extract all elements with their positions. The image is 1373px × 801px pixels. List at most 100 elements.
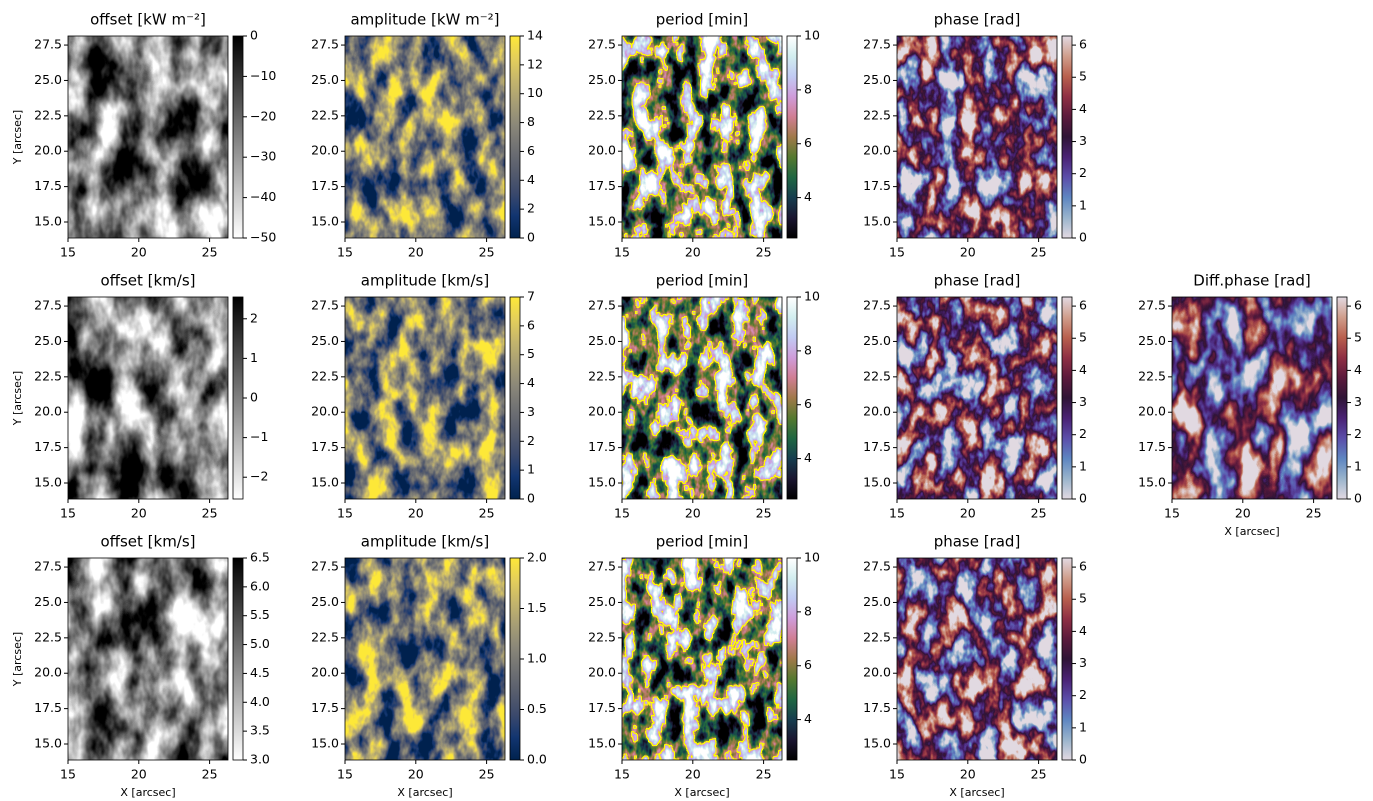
y-tick-label: 17.5 — [34, 439, 62, 454]
colorbar-tick-label: −50 — [250, 230, 276, 245]
heatmap-image — [68, 558, 228, 760]
y-tick-label: 25.0 — [34, 594, 62, 609]
colorbar-tick-label: 5 — [1079, 69, 1087, 84]
y-tick-label: 20.0 — [34, 665, 62, 680]
colorbar-tick-label: 5 — [1354, 330, 1362, 345]
x-tick-label: 25 — [202, 767, 218, 782]
x-tick-label: 25 — [756, 245, 772, 260]
colorbar-tick-label: 2 — [527, 201, 535, 216]
axes-frame — [67, 296, 229, 500]
y-tick-label: 25.0 — [311, 72, 339, 87]
x-tick-label: 25 — [479, 245, 495, 260]
colorbar-tick-label: −40 — [250, 189, 276, 204]
heatmap-image — [897, 558, 1057, 760]
y-tick-label: 25.0 — [863, 72, 891, 87]
x-tick-label: 20 — [131, 767, 147, 782]
x-tick-label: 15 — [60, 767, 76, 782]
x-tick-label: 25 — [1031, 506, 1047, 521]
panel-title: phase [rad] — [934, 272, 1021, 290]
y-tick-label: 22.5 — [311, 107, 339, 122]
colorbar — [1336, 296, 1348, 500]
y-tick-label: 27.5 — [34, 559, 62, 574]
colorbar-tick-label: 5 — [1079, 591, 1087, 606]
y-tick-label: 22.5 — [588, 368, 616, 383]
axes-frame — [344, 296, 506, 500]
colorbar-tick-label: 1.5 — [527, 600, 547, 615]
x-tick-label: 20 — [960, 767, 976, 782]
y-tick-label: 22.5 — [863, 107, 891, 122]
x-tick-label: 15 — [60, 506, 76, 521]
y-tick-label: 15.0 — [588, 214, 616, 229]
y-tick-label: 15.0 — [311, 475, 339, 490]
y-tick-label: 20.0 — [34, 143, 62, 158]
colorbar-tick-label: 6 — [804, 657, 812, 672]
colorbar-tick-label: −20 — [250, 108, 276, 123]
y-tick-label: 22.5 — [34, 368, 62, 383]
x-tick-label: 20 — [685, 767, 701, 782]
colorbar — [509, 35, 521, 239]
colorbar-tick-label: 6 — [1079, 37, 1087, 52]
colorbar-tick-label: 4 — [527, 375, 535, 390]
colorbar-tick-label: 4 — [1079, 623, 1087, 638]
colorbar-tick-label: 8 — [804, 603, 812, 618]
colorbar-tick-label: 2.0 — [527, 550, 547, 565]
x-tick-label: 25 — [1031, 245, 1047, 260]
x-tick-label: 25 — [479, 767, 495, 782]
y-tick-label: 17.5 — [588, 178, 616, 193]
x-tick-label: 25 — [756, 767, 772, 782]
colorbar-tick-label: 5.5 — [250, 607, 270, 622]
colorbar-tick-label: 8 — [804, 342, 812, 357]
colorbar-tick-label: −30 — [250, 149, 276, 164]
colorbar — [232, 557, 244, 761]
panel-title: amplitude [kW m⁻²] — [350, 11, 499, 29]
x-tick-label: 15 — [1164, 506, 1180, 521]
y-tick-label: 15.0 — [863, 736, 891, 751]
y-tick-label: 22.5 — [34, 629, 62, 644]
y-tick-label: 22.5 — [863, 368, 891, 383]
y-tick-label: 22.5 — [588, 107, 616, 122]
colorbar-tick-label: 2 — [1354, 426, 1362, 441]
y-tick-label: 17.5 — [34, 700, 62, 715]
axes-frame — [896, 35, 1058, 239]
colorbar-tick-label: 10 — [527, 85, 543, 100]
panel-title: period [min] — [656, 272, 749, 290]
colorbar-tick-label: 14 — [527, 28, 543, 43]
colorbar-tick-label: 12 — [527, 56, 543, 71]
y-tick-label: 20.0 — [588, 143, 616, 158]
colorbar-tick-label: 3 — [1354, 394, 1362, 409]
y-tick-label: 25.0 — [34, 72, 62, 87]
y-tick-label: 27.5 — [311, 298, 339, 313]
y-tick-label: 20.0 — [311, 665, 339, 680]
panel-title: amplitude [km/s] — [361, 533, 489, 551]
y-tick-label: 15.0 — [34, 736, 62, 751]
heatmap-image — [622, 297, 782, 499]
x-axis-label: X [arcsec] — [397, 786, 452, 799]
x-tick-label: 15 — [614, 245, 630, 260]
colorbar-tick-label: 3 — [527, 404, 535, 419]
x-tick-label: 15 — [614, 506, 630, 521]
y-tick-label: 20.0 — [863, 404, 891, 419]
colorbar-tick-label: 4 — [804, 711, 812, 726]
y-tick-label: 22.5 — [311, 629, 339, 644]
heatmap-image — [622, 558, 782, 760]
colorbar-tick-label: 4 — [804, 450, 812, 465]
y-tick-label: 20.0 — [34, 404, 62, 419]
colorbar-tick-label: 1 — [1354, 458, 1362, 473]
y-tick-label: 17.5 — [863, 700, 891, 715]
heatmap-image — [897, 297, 1057, 499]
heatmap-image — [68, 36, 228, 238]
colorbar-tick-label: 2 — [1079, 426, 1087, 441]
colorbar-tick-label: 0 — [527, 491, 535, 506]
y-tick-label: 25.0 — [588, 333, 616, 348]
colorbar-tick-label: 6 — [1079, 298, 1087, 313]
colorbar-tick-label: 5 — [527, 346, 535, 361]
axes-frame — [621, 296, 783, 500]
colorbar-tick-label: 6 — [1354, 298, 1362, 313]
colorbar-tick-label: 4.0 — [250, 694, 270, 709]
x-axis-label: X [arcsec] — [949, 786, 1004, 799]
y-tick-label: 27.5 — [311, 37, 339, 52]
colorbar-tick-label: 0.5 — [527, 701, 547, 716]
y-tick-label: 20.0 — [588, 404, 616, 419]
